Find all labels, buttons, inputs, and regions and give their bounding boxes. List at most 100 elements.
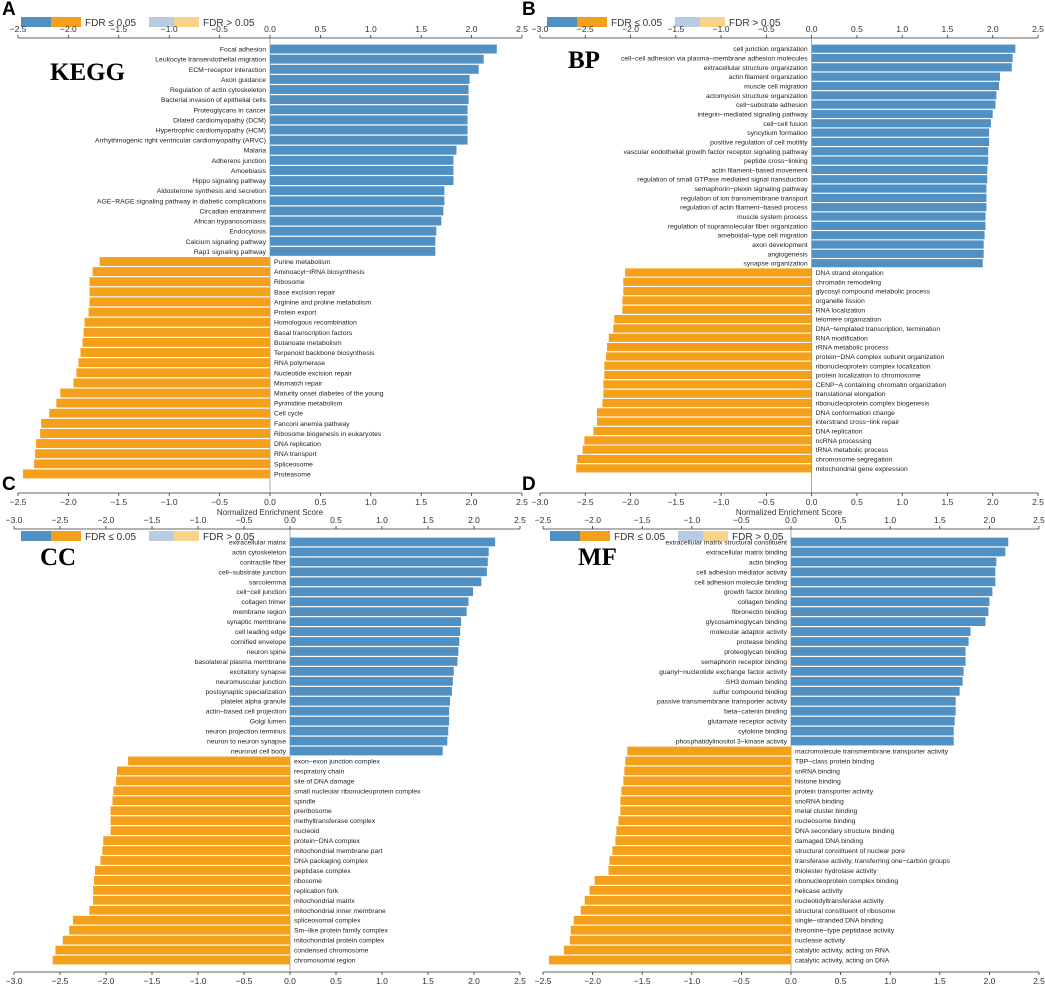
bar [116,776,291,786]
category-label: protein transporter activity [795,788,874,795]
top-tick-label: −2.5 [10,24,27,34]
bar [811,156,989,165]
legend-swatch-nonsig-neg [174,17,199,27]
bar [290,696,451,706]
category-label: membrane region [233,609,286,616]
bottom-tick-label: 1.0 [376,976,388,986]
bottom-tick-label: 2.5 [1032,497,1044,507]
bar [603,380,812,389]
category-label: Amoebiasis [231,168,267,175]
bar [624,766,791,776]
category-label: Hippo signaling pathway [192,178,266,185]
bar [52,955,290,965]
category-label: exon−exon junction complex [294,758,381,765]
bar [811,249,984,258]
category-label: interstrand cross−link repair [816,419,900,426]
bar [290,657,458,666]
bar [607,342,812,352]
category-label: neuron projection terminus [206,729,287,736]
bar [620,796,791,806]
category-label: postsynaptic specialization [206,689,287,696]
bar [811,44,1016,53]
top-tick-label: −1.0 [190,515,207,525]
category-label: Regulation of actin cytoskeleton [170,87,266,94]
category-label: Nucleotide excision repair [274,370,353,377]
top-tick-label: 0.5 [851,24,863,34]
top-tick-label: −1.5 [667,24,684,34]
category-label: peptide cross−linking [744,158,808,165]
bar [811,203,987,212]
category-label: Adherens junction [212,158,267,165]
legend-swatch-nonsig-pos [675,17,700,27]
category-label: mitochondrial gene expression [816,466,908,473]
bar [622,305,812,314]
category-label: methyltransferase complex [294,818,376,825]
category-label: Proteoglycans in cancer [193,107,266,114]
bar [128,756,290,766]
bar [623,776,791,786]
bar [110,806,290,816]
bar [35,449,270,459]
category-label: syncytium formation [747,130,808,137]
category-label: peptidase complex [294,868,351,875]
legend: FDR ≤ 0.05 FDR > 0.05 [550,531,784,543]
bottom-tick-label: −2.0 [584,976,601,986]
bar [811,137,990,147]
bar [620,806,791,816]
bar [270,206,444,216]
bottom-tick-label: −0.5 [733,976,750,986]
category-label: Mismatch repair [274,380,323,387]
bar [597,408,812,417]
bar [811,91,997,100]
bar [791,736,954,746]
bar [40,429,271,438]
category-label: Aminoacyl−tRNA biosynthesis [274,269,365,276]
top-tick-label: 0.0 [264,24,276,34]
bottom-tick-label: 2.0 [983,976,995,986]
bar [811,221,986,230]
bar [80,348,270,357]
bar [113,786,290,796]
category-label: Endocytosis [229,229,266,236]
bar [623,277,812,286]
top-tick-label: 0.0 [806,24,818,34]
bottom-tick-label: −1.5 [634,976,651,986]
category-label: Cell cycle [274,411,303,418]
bar [791,557,997,567]
category-label: ribonucleoprotein complex localization [816,363,931,370]
bar [625,268,812,277]
top-tick-label: 1.0 [896,24,908,34]
category-label: catalytic activity, acting on DNA [795,958,890,965]
category-label: collagen trimer [241,599,286,606]
category-label: extracellular matrix binding [706,549,787,556]
category-label: Maturity onset diabetes of the young [274,391,384,398]
bar [612,846,791,855]
top-tick-label: 0.5 [330,515,342,525]
bar [791,726,954,736]
legend-swatch-nonsig-pos [149,531,174,541]
category-label: thiolester hydrolase activity [795,868,877,875]
top-tick-label: −2.5 [535,515,552,525]
top-tick-label: −1.5 [110,24,127,34]
bar [811,193,987,202]
bar [621,786,791,796]
bar [290,726,449,736]
bottom-tick-label: −2.0 [622,497,639,507]
top-tick-label: −2.5 [52,515,69,525]
bar [270,105,468,115]
category-label: guanyl−nucleotide exchange factor activi… [659,669,788,676]
category-label: DNA−templated transcription, termination [816,326,941,333]
category-label: proteoglycan binding [724,649,787,656]
category-label: cell−cell fusion [763,121,808,128]
category-label: neuronal cell body [231,749,287,756]
bar [623,287,812,296]
bar [270,176,454,186]
bar [103,836,291,845]
legend: FDR ≤ 0.05 FDR > 0.05 [21,17,255,29]
bar [290,627,461,636]
category-label: ribonucleoprotein complex biogenesis [816,401,930,408]
bar [89,287,271,297]
top-tick-label: 2.0 [987,24,999,34]
bar [110,826,290,836]
bar [93,895,291,905]
